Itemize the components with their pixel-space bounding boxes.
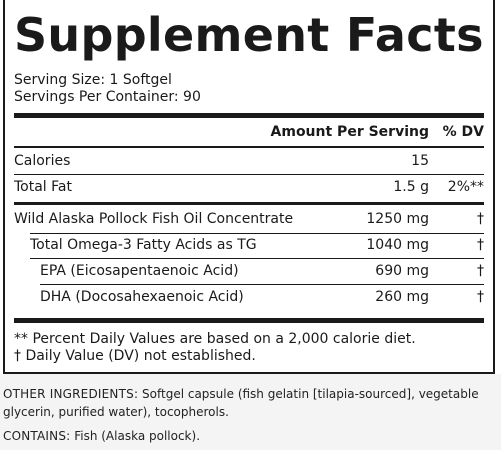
nutrient-dv: 2%** — [447, 179, 484, 195]
nutrient-name: Total Fat — [14, 179, 72, 195]
nutrient-dv: † — [477, 237, 484, 253]
dv-header: % DV — [442, 124, 484, 140]
contains-label: CONTAINS: — [3, 429, 71, 443]
nutrient-name: Wild Alaska Pollock Fish Oil Concentrate — [14, 211, 294, 227]
nutrient-row-epa: EPA (Eicosapentaenoic Acid) 690 mg † — [14, 259, 484, 283]
nutrient-row-total-fat: Total Fat 1.5 g 2%** — [14, 175, 484, 199]
contains-statement: CONTAINS: Fish (Alaska pollock). — [3, 427, 497, 445]
servings-per-container: Servings Per Container: 90 — [14, 89, 201, 105]
supplement-facts-panel: Supplement Facts Serving Size: 1 Softgel… — [3, 0, 495, 374]
nutrient-row-dha: DHA (Docosahexaenoic Acid) 260 mg † — [14, 285, 484, 309]
footnote-percent-dv: ** Percent Daily Values are based on a 2… — [14, 331, 416, 347]
nutrient-dv: † — [477, 263, 484, 279]
other-ingredients-text-2: glycerin, purified water), tocopherols. — [3, 405, 229, 419]
footnote-dv-not-established: † Daily Value (DV) not established. — [14, 348, 256, 364]
nutrient-row-fish-oil: Wild Alaska Pollock Fish Oil Concentrate… — [14, 207, 484, 231]
amount-per-serving-header: Amount Per Serving — [270, 124, 429, 140]
thick-rule-top — [14, 113, 484, 118]
nutrient-name: DHA (Docosahexaenoic Acid) — [40, 289, 244, 305]
thick-rule-bottom — [14, 318, 484, 323]
serving-size: Serving Size: 1 Softgel — [14, 72, 172, 88]
below-panel-background — [0, 374, 501, 450]
nutrient-row-omega-3: Total Omega-3 Fatty Acids as TG 1040 mg … — [14, 233, 484, 257]
nutrient-name: Total Omega-3 Fatty Acids as TG — [30, 237, 257, 253]
nutrient-amount: 1.5 g — [393, 179, 429, 195]
nutrient-row-calories: Calories 15 — [14, 149, 484, 173]
row-rule — [40, 284, 484, 285]
nutrient-dv: † — [477, 211, 484, 227]
header-rule — [14, 146, 484, 148]
row-rule — [14, 174, 484, 175]
row-rule — [30, 258, 484, 259]
medium-rule — [14, 202, 484, 205]
nutrient-amount: 1040 mg — [366, 237, 429, 253]
nutrient-name: EPA (Eicosapentaenoic Acid) — [40, 263, 239, 279]
nutrient-name: Calories — [14, 153, 71, 169]
other-ingredients-label: OTHER INGREDIENTS: — [3, 387, 139, 401]
panel-title: Supplement Facts — [14, 8, 484, 62]
contains-text: Fish (Alaska pollock). — [74, 429, 201, 443]
nutrient-amount: 15 — [411, 153, 429, 169]
row-rule — [30, 233, 484, 234]
other-ingredients: OTHER INGREDIENTS: Softgel capsule (fish… — [3, 385, 497, 421]
nutrient-dv: † — [477, 289, 484, 305]
nutrient-amount: 690 mg — [375, 263, 429, 279]
nutrient-amount: 1250 mg — [366, 211, 429, 227]
other-ingredients-text-1: Softgel capsule (fish gelatin [tilapia-s… — [142, 387, 479, 401]
nutrient-amount: 260 mg — [375, 289, 429, 305]
